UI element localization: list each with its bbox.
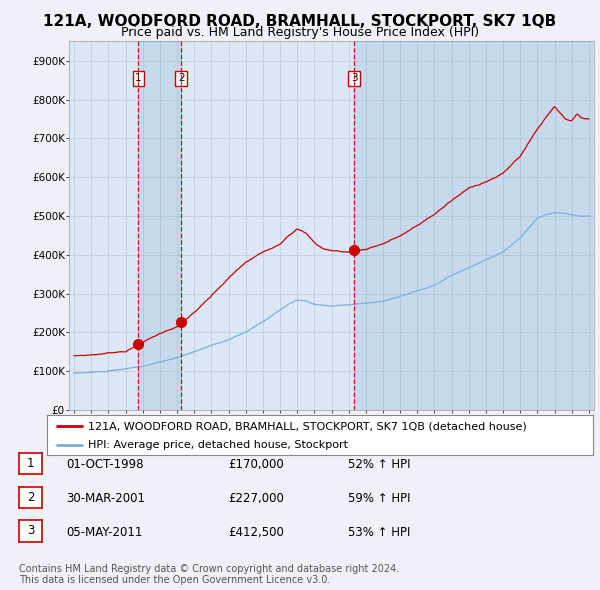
Text: 59% ↑ HPI: 59% ↑ HPI bbox=[348, 492, 410, 505]
Text: 121A, WOODFORD ROAD, BRAMHALL, STOCKPORT, SK7 1QB (detached house): 121A, WOODFORD ROAD, BRAMHALL, STOCKPORT… bbox=[88, 421, 527, 431]
Text: Price paid vs. HM Land Registry's House Price Index (HPI): Price paid vs. HM Land Registry's House … bbox=[121, 26, 479, 39]
Text: 3: 3 bbox=[27, 525, 34, 537]
Text: £170,000: £170,000 bbox=[228, 458, 284, 471]
Text: 01-OCT-1998: 01-OCT-1998 bbox=[66, 458, 143, 471]
Text: Contains HM Land Registry data © Crown copyright and database right 2024.
This d: Contains HM Land Registry data © Crown c… bbox=[19, 563, 400, 585]
Text: 05-MAY-2011: 05-MAY-2011 bbox=[66, 526, 142, 539]
Text: HPI: Average price, detached house, Stockport: HPI: Average price, detached house, Stoc… bbox=[88, 440, 348, 450]
Text: 121A, WOODFORD ROAD, BRAMHALL, STOCKPORT, SK7 1QB: 121A, WOODFORD ROAD, BRAMHALL, STOCKPORT… bbox=[43, 14, 557, 29]
Text: 52% ↑ HPI: 52% ↑ HPI bbox=[348, 458, 410, 471]
Text: 2: 2 bbox=[27, 491, 34, 504]
Bar bbox=[139, 41, 181, 410]
Text: £227,000: £227,000 bbox=[228, 492, 284, 505]
Text: 1: 1 bbox=[27, 457, 34, 470]
Text: 3: 3 bbox=[351, 73, 358, 83]
Bar bbox=[355, 41, 592, 410]
Text: 30-MAR-2001: 30-MAR-2001 bbox=[66, 492, 145, 505]
Text: £412,500: £412,500 bbox=[228, 526, 284, 539]
Text: 53% ↑ HPI: 53% ↑ HPI bbox=[348, 526, 410, 539]
Text: 2: 2 bbox=[178, 73, 185, 83]
Text: 1: 1 bbox=[135, 73, 142, 83]
